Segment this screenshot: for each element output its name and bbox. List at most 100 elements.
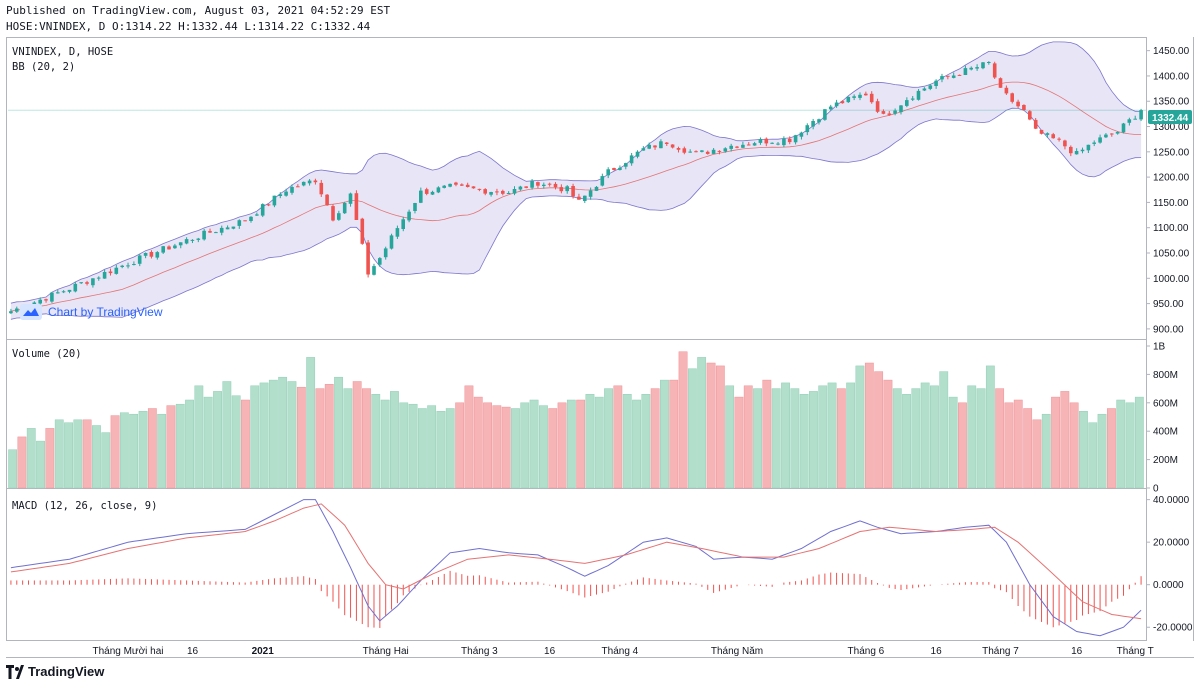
candle-body bbox=[752, 143, 757, 146]
candle-body bbox=[214, 232, 218, 234]
candle-body bbox=[1033, 119, 1038, 129]
volume-bar bbox=[846, 382, 856, 489]
volume-bar bbox=[818, 385, 828, 489]
volume-bar bbox=[613, 385, 623, 489]
volume-bar bbox=[380, 399, 390, 489]
candle-body bbox=[1139, 110, 1143, 120]
footer-logo[interactable]: TradingView bbox=[6, 664, 104, 679]
volume-bar bbox=[334, 376, 343, 489]
price-tick-label: 1300.00 bbox=[1153, 122, 1190, 133]
candle-body bbox=[700, 150, 704, 152]
bb-lower-line bbox=[10, 107, 1142, 320]
candle-body bbox=[173, 245, 177, 249]
volume-bar bbox=[296, 386, 306, 489]
candle-body bbox=[776, 143, 780, 145]
candle-body bbox=[331, 206, 335, 221]
candle-body bbox=[987, 62, 991, 63]
time-axis-label: 16 bbox=[931, 646, 943, 657]
volume-bar bbox=[1079, 411, 1088, 489]
candle-body bbox=[120, 265, 124, 267]
volume-bar bbox=[306, 357, 316, 489]
candle-body bbox=[635, 151, 640, 157]
price-tick-label: 1200.00 bbox=[1153, 173, 1190, 184]
volume-layer bbox=[8, 351, 1144, 489]
candle-body bbox=[553, 183, 558, 188]
volume-tick-label: 200M bbox=[1153, 455, 1178, 466]
time-axis-label: 16 bbox=[544, 646, 556, 657]
candle-body bbox=[460, 184, 464, 186]
volume-bar bbox=[64, 422, 73, 489]
macd-layer bbox=[10, 499, 1142, 637]
volume-bar bbox=[213, 391, 222, 489]
candle-body bbox=[73, 283, 78, 292]
volume-bar bbox=[231, 395, 241, 489]
volume-bar bbox=[119, 412, 129, 489]
candle-body bbox=[512, 189, 517, 194]
candle-body bbox=[436, 187, 441, 193]
volume-bar bbox=[1088, 422, 1098, 489]
candle-body bbox=[184, 239, 189, 244]
volume-bar bbox=[529, 399, 539, 489]
volume-bar bbox=[417, 408, 427, 489]
time-axis-label: Tháng Năm bbox=[711, 646, 763, 657]
volume-bar bbox=[920, 382, 930, 489]
price-tick-label: 900.00 bbox=[1153, 324, 1184, 335]
volume-bar bbox=[753, 388, 762, 489]
candle-body bbox=[489, 192, 493, 195]
candle-body bbox=[846, 96, 851, 103]
candle-body bbox=[38, 299, 42, 304]
candle-body bbox=[337, 213, 341, 220]
candle-body bbox=[366, 242, 370, 275]
candle-body bbox=[717, 150, 722, 152]
candle-body bbox=[401, 219, 405, 229]
volume-bar bbox=[576, 399, 586, 489]
volume-bar bbox=[985, 365, 995, 489]
bb-upper-line bbox=[10, 41, 1142, 304]
volume-bar bbox=[743, 385, 753, 489]
volume-bar bbox=[585, 394, 595, 489]
candle-body bbox=[998, 78, 1003, 88]
volume-bar bbox=[82, 419, 92, 489]
candle-body bbox=[1121, 123, 1126, 133]
volume-bar bbox=[343, 388, 353, 489]
watermark-text: Chart by TradingView bbox=[48, 305, 163, 319]
volume-bar bbox=[799, 394, 809, 489]
price-tick-label: 1000.00 bbox=[1153, 274, 1190, 285]
volume-bar bbox=[594, 396, 604, 489]
volume-bar bbox=[855, 365, 865, 489]
price-layer bbox=[8, 41, 1146, 320]
candle-body bbox=[190, 239, 195, 241]
candle-body bbox=[506, 193, 511, 194]
volume-bar bbox=[259, 382, 269, 489]
volume-bar bbox=[8, 449, 18, 489]
volume-bar bbox=[194, 385, 204, 489]
bb-band bbox=[10, 41, 1142, 320]
candle-body bbox=[711, 149, 716, 154]
volume-bar bbox=[557, 402, 567, 489]
candle-body bbox=[372, 266, 376, 275]
candle-body bbox=[126, 265, 130, 267]
ohlc-line: HOSE:VNINDEX, D O:1314.22 H:1332.44 L:13… bbox=[6, 20, 371, 33]
macd-legend: MACD (12, 26, close, 9) bbox=[12, 500, 157, 512]
volume-bar bbox=[883, 379, 893, 489]
candle-body bbox=[934, 80, 938, 86]
price-tick-label: 1050.00 bbox=[1153, 249, 1190, 260]
candle-body bbox=[272, 195, 277, 206]
candle-body bbox=[565, 186, 569, 192]
candle-body bbox=[319, 182, 324, 195]
volume-bar bbox=[948, 396, 958, 489]
volume-tick-label: 600M bbox=[1153, 398, 1178, 409]
volume-bar bbox=[511, 408, 520, 489]
tradingview-watermark[interactable]: Chart by TradingView bbox=[20, 304, 163, 320]
volume-bar bbox=[1097, 413, 1107, 489]
candle-body bbox=[1104, 134, 1108, 138]
volume-bar bbox=[175, 403, 185, 489]
tradingview-logo-icon bbox=[6, 664, 24, 679]
volume-tick-label: 800M bbox=[1153, 370, 1178, 381]
candle-body bbox=[1022, 105, 1026, 110]
volume-bar bbox=[725, 385, 735, 489]
volume-bar bbox=[734, 396, 744, 489]
volume-bar bbox=[874, 371, 884, 489]
candle-body bbox=[957, 74, 962, 76]
